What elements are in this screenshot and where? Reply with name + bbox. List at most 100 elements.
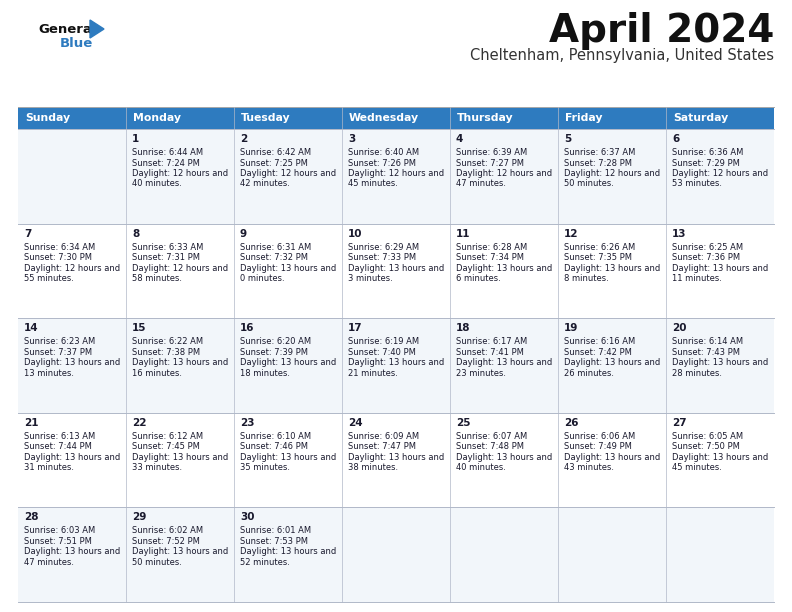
Text: Sunrise: 6:29 AM: Sunrise: 6:29 AM: [348, 242, 419, 252]
Text: Sunset: 7:53 PM: Sunset: 7:53 PM: [240, 537, 308, 546]
Text: Sunday: Sunday: [25, 113, 70, 123]
Text: Sunset: 7:51 PM: Sunset: 7:51 PM: [24, 537, 92, 546]
Text: 42 minutes.: 42 minutes.: [240, 179, 290, 188]
Text: Thursday: Thursday: [457, 113, 514, 123]
Text: 47 minutes.: 47 minutes.: [456, 179, 506, 188]
Text: 35 minutes.: 35 minutes.: [240, 463, 290, 472]
Text: 26 minutes.: 26 minutes.: [564, 368, 614, 378]
Text: Daylight: 13 hours and: Daylight: 13 hours and: [240, 453, 337, 462]
Text: April 2024: April 2024: [549, 12, 774, 50]
Text: Sunrise: 6:28 AM: Sunrise: 6:28 AM: [456, 242, 527, 252]
Text: Daylight: 13 hours and: Daylight: 13 hours and: [672, 453, 768, 462]
Text: 52 minutes.: 52 minutes.: [240, 558, 290, 567]
Text: Sunset: 7:30 PM: Sunset: 7:30 PM: [24, 253, 92, 262]
Bar: [18, 129, 774, 223]
Text: 45 minutes.: 45 minutes.: [348, 179, 398, 188]
Text: 14: 14: [24, 323, 39, 333]
Text: 23 minutes.: 23 minutes.: [456, 368, 506, 378]
Text: Daylight: 13 hours and: Daylight: 13 hours and: [564, 264, 661, 272]
Text: Sunset: 7:47 PM: Sunset: 7:47 PM: [348, 442, 416, 451]
Bar: [18, 318, 774, 413]
Text: 38 minutes.: 38 minutes.: [348, 463, 398, 472]
Polygon shape: [90, 20, 104, 38]
Text: Sunset: 7:46 PM: Sunset: 7:46 PM: [240, 442, 308, 451]
Text: Daylight: 12 hours and: Daylight: 12 hours and: [24, 264, 120, 272]
Text: Daylight: 12 hours and: Daylight: 12 hours and: [456, 169, 552, 178]
Text: 8: 8: [132, 229, 139, 239]
Text: 45 minutes.: 45 minutes.: [672, 463, 722, 472]
Text: Sunrise: 6:37 AM: Sunrise: 6:37 AM: [564, 148, 635, 157]
Text: 17: 17: [348, 323, 363, 333]
Text: Sunrise: 6:25 AM: Sunrise: 6:25 AM: [672, 242, 743, 252]
Text: 16 minutes.: 16 minutes.: [132, 368, 182, 378]
Text: 18 minutes.: 18 minutes.: [240, 368, 290, 378]
Text: Sunset: 7:32 PM: Sunset: 7:32 PM: [240, 253, 308, 262]
Text: 25: 25: [456, 418, 470, 428]
Text: Sunset: 7:28 PM: Sunset: 7:28 PM: [564, 159, 632, 168]
Bar: [126, 107, 234, 129]
Bar: [342, 107, 450, 129]
Text: Daylight: 13 hours and: Daylight: 13 hours and: [240, 547, 337, 556]
Text: Sunrise: 6:19 AM: Sunrise: 6:19 AM: [348, 337, 419, 346]
Text: Sunset: 7:40 PM: Sunset: 7:40 PM: [348, 348, 416, 357]
Text: 19: 19: [564, 323, 578, 333]
Text: 5: 5: [564, 134, 571, 144]
Text: 33 minutes.: 33 minutes.: [132, 463, 182, 472]
Text: Saturday: Saturday: [673, 113, 729, 123]
Text: 23: 23: [240, 418, 254, 428]
Text: 3: 3: [348, 134, 356, 144]
Text: Sunset: 7:36 PM: Sunset: 7:36 PM: [672, 253, 741, 262]
Bar: [666, 107, 774, 129]
Text: 7: 7: [24, 229, 32, 239]
Text: Sunset: 7:33 PM: Sunset: 7:33 PM: [348, 253, 416, 262]
Text: General: General: [38, 23, 97, 36]
Text: Sunrise: 6:42 AM: Sunrise: 6:42 AM: [240, 148, 311, 157]
Text: 27: 27: [672, 418, 687, 428]
Text: Sunset: 7:39 PM: Sunset: 7:39 PM: [240, 348, 308, 357]
Text: 11 minutes.: 11 minutes.: [672, 274, 722, 283]
Bar: [18, 107, 126, 129]
Text: Sunrise: 6:13 AM: Sunrise: 6:13 AM: [24, 432, 95, 441]
Text: Sunrise: 6:36 AM: Sunrise: 6:36 AM: [672, 148, 744, 157]
Text: Sunset: 7:26 PM: Sunset: 7:26 PM: [348, 159, 416, 168]
Text: Daylight: 13 hours and: Daylight: 13 hours and: [348, 358, 444, 367]
Text: 16: 16: [240, 323, 254, 333]
Text: Sunrise: 6:02 AM: Sunrise: 6:02 AM: [132, 526, 203, 536]
Bar: [234, 107, 342, 129]
Text: Daylight: 12 hours and: Daylight: 12 hours and: [132, 264, 228, 272]
Text: Cheltenham, Pennsylvania, United States: Cheltenham, Pennsylvania, United States: [470, 48, 774, 63]
Text: Daylight: 12 hours and: Daylight: 12 hours and: [240, 169, 336, 178]
Text: 20: 20: [672, 323, 687, 333]
Text: 29: 29: [132, 512, 147, 523]
Text: Sunrise: 6:34 AM: Sunrise: 6:34 AM: [24, 242, 95, 252]
Text: Sunrise: 6:16 AM: Sunrise: 6:16 AM: [564, 337, 635, 346]
Text: 15: 15: [132, 323, 147, 333]
Text: 31 minutes.: 31 minutes.: [24, 463, 74, 472]
Text: Sunrise: 6:44 AM: Sunrise: 6:44 AM: [132, 148, 203, 157]
Text: Sunrise: 6:05 AM: Sunrise: 6:05 AM: [672, 432, 743, 441]
Text: Sunrise: 6:33 AM: Sunrise: 6:33 AM: [132, 242, 204, 252]
Text: 4: 4: [456, 134, 463, 144]
Text: Sunset: 7:25 PM: Sunset: 7:25 PM: [240, 159, 308, 168]
Text: Sunset: 7:34 PM: Sunset: 7:34 PM: [456, 253, 524, 262]
Text: Daylight: 13 hours and: Daylight: 13 hours and: [240, 264, 337, 272]
Text: Sunrise: 6:39 AM: Sunrise: 6:39 AM: [456, 148, 527, 157]
Text: Sunset: 7:35 PM: Sunset: 7:35 PM: [564, 253, 632, 262]
Text: Daylight: 12 hours and: Daylight: 12 hours and: [132, 169, 228, 178]
Text: 6: 6: [672, 134, 680, 144]
Text: Sunset: 7:50 PM: Sunset: 7:50 PM: [672, 442, 740, 451]
Text: Daylight: 12 hours and: Daylight: 12 hours and: [672, 169, 768, 178]
Text: Sunset: 7:43 PM: Sunset: 7:43 PM: [672, 348, 740, 357]
Text: Daylight: 13 hours and: Daylight: 13 hours and: [348, 453, 444, 462]
Text: Daylight: 13 hours and: Daylight: 13 hours and: [456, 453, 552, 462]
Text: Friday: Friday: [565, 113, 603, 123]
Text: Sunrise: 6:09 AM: Sunrise: 6:09 AM: [348, 432, 419, 441]
Text: Daylight: 13 hours and: Daylight: 13 hours and: [672, 358, 768, 367]
Text: Sunset: 7:45 PM: Sunset: 7:45 PM: [132, 442, 200, 451]
Text: Sunrise: 6:40 AM: Sunrise: 6:40 AM: [348, 148, 419, 157]
Text: 18: 18: [456, 323, 470, 333]
Text: Blue: Blue: [60, 37, 93, 50]
Text: Sunset: 7:24 PM: Sunset: 7:24 PM: [132, 159, 200, 168]
Text: Monday: Monday: [133, 113, 181, 123]
Text: 50 minutes.: 50 minutes.: [564, 179, 614, 188]
